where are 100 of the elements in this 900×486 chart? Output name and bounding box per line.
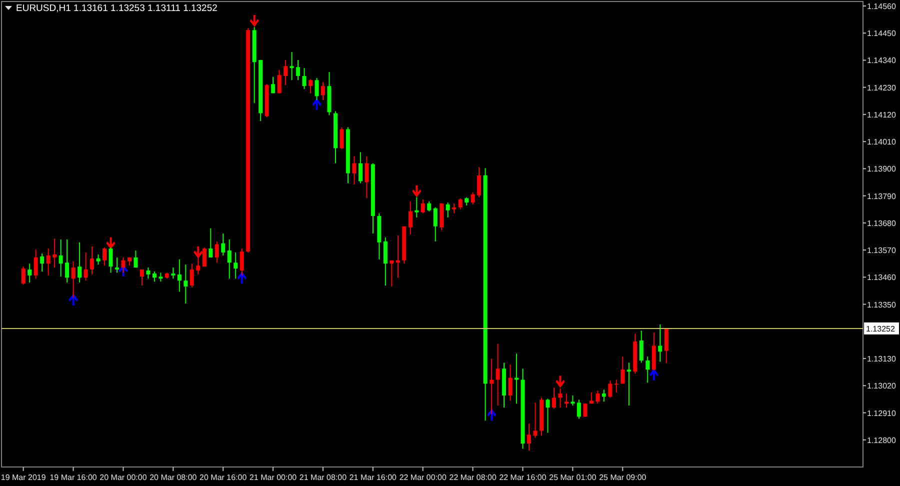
x-tick-label: 21 Mar 08:00 [299,473,348,482]
candlestick [121,256,126,274]
ref-line-label: 1.13252 [866,324,896,334]
x-tick-label: 22 Mar 00:00 [399,473,448,482]
point [412,185,422,198]
point [556,376,565,388]
x-tick-label: 19 Mar 2019 [0,473,46,482]
candlestick [34,249,38,280]
y-tick-label: 1.12800 [867,436,896,445]
point [68,294,78,306]
candlestick [646,356,650,384]
point [194,246,203,259]
x-tick-label: 25 Mar 09:00 [599,473,647,482]
candlestick [626,362,631,406]
candlestick [602,389,606,402]
x-tick-label: 25 Mar 01:00 [549,473,597,482]
x-tick-label: 21 Mar 00:00 [249,473,298,482]
chart-title: EURUSD,H1 1.13161 1.13253 1.13111 1.13252 [16,3,218,14]
candlestick [490,358,494,415]
candlestick [96,254,100,266]
candlestick [533,402,538,438]
candlestick [90,246,94,275]
candlestick [546,398,550,434]
candlestick [277,70,282,94]
y-tick-label: 1.14010 [867,138,896,147]
candlestick [576,399,581,420]
y-tick-label: 1.13900 [867,164,896,174]
point [106,237,116,250]
x-tick-label: 22 Mar 08:00 [449,473,497,482]
point [312,98,322,110]
candlestick [290,52,294,81]
y-tick-label: 1.13570 [867,246,896,256]
candlestick [284,59,288,86]
candlestick [65,238,70,284]
candlestick [414,196,419,218]
candlestick [321,82,325,101]
candlestick [564,393,568,408]
candlestick [140,269,144,286]
candlestick [146,267,150,280]
candlestick [21,266,26,286]
candlestick [527,423,532,452]
candlestick [40,252,44,272]
y-tick-label: 1.12910 [867,408,896,418]
x-tick-label: 22 Mar 16:00 [499,473,547,482]
candlestick [102,247,107,266]
candlestick [84,252,88,282]
x-tick-label: 20 Mar 16:00 [200,473,248,482]
candlestick [52,238,57,268]
candlestick [221,233,226,256]
candlestick [496,343,500,406]
y-tick-label: 1.13020 [867,382,896,391]
point [250,15,259,27]
candlestick [108,247,113,274]
candlestick [552,387,556,410]
candlestick [620,356,625,384]
y-tick-label: 1.14450 [867,29,896,38]
candlestick [639,330,644,364]
candlestick [477,166,482,198]
candlestick [608,380,612,398]
candlestick [364,156,369,199]
candlestick [271,76,276,94]
candlestick [583,403,588,418]
candlestick [440,202,444,231]
candlestick [28,263,32,284]
candlestick [664,328,668,364]
candlestick [352,156,356,185]
candlestick [570,395,575,406]
x-tick-label: 21 Mar 16:00 [349,473,398,482]
candlestick [240,248,244,276]
y-tick-label: 1.14560 [867,2,896,11]
y-tick-label: 1.13350 [867,300,896,310]
y-tick-label: 1.14120 [867,110,896,120]
candlestick [408,200,412,236]
candlestick [596,390,600,404]
candlestick [152,270,156,282]
x-tick-label: 19 Mar 16:00 [50,473,98,482]
candlestick [190,263,194,288]
candlestick [427,200,432,212]
candlestick [296,59,300,81]
candlestick [184,264,188,304]
y-tick-label: 1.13130 [867,354,896,364]
candlestick [71,260,76,298]
candlestick [420,198,425,214]
candlestick [234,252,238,280]
candlestick [227,238,232,280]
candlestick [614,379,618,394]
candlestick [340,126,344,150]
candlestick [314,77,319,101]
candlestick [652,332,656,372]
y-tick-label: 1.13460 [867,273,896,282]
candlestick [452,202,456,214]
x-tick-label: 20 Mar 00:00 [100,473,148,482]
y-tick-label: 1.13680 [867,218,896,228]
candlestick [302,68,306,90]
candlestick [58,238,63,278]
y-tick-label: 1.14230 [867,83,896,92]
candlestick [208,228,213,258]
point [649,368,658,381]
candlestick [171,267,176,280]
candlestick [308,78,313,94]
